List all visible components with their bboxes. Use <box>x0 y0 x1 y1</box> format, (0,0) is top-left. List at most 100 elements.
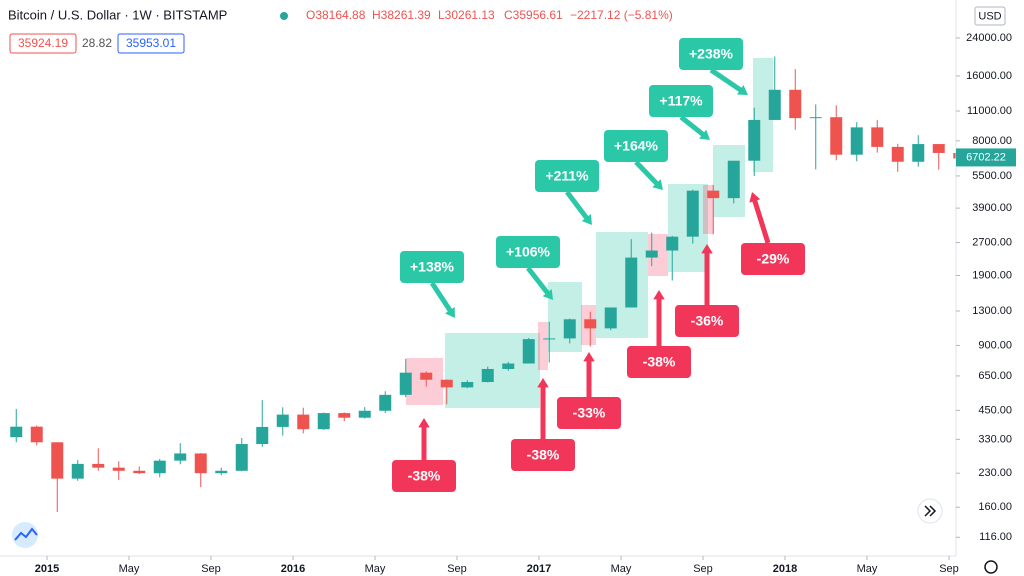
y-tick-label: 230.00 <box>978 467 1012 479</box>
last-price-box <box>956 148 1016 167</box>
rally-tag: +138% <box>410 259 455 275</box>
candle-body <box>399 372 412 395</box>
rally-arrow <box>526 266 552 297</box>
symbol-title: Bitcoin / U.S. Dollar · 1W · BITSTAMP <box>8 7 227 22</box>
x-tick-label: 2016 <box>281 563 305 575</box>
candle-body <box>338 413 351 418</box>
correction-tag-box <box>675 305 739 337</box>
candle-body <box>276 414 289 427</box>
candle-body <box>645 250 658 258</box>
rally-arrow-head <box>652 179 663 190</box>
candle-body <box>789 89 802 119</box>
currency-box[interactable] <box>974 6 1006 26</box>
candle-body <box>317 413 330 430</box>
ask-box <box>117 33 185 54</box>
y-tick-label: 5500.00 <box>972 170 1012 182</box>
rally-tag: +164% <box>614 138 659 154</box>
readout-change: −2217.12 (−5.81%) <box>570 8 673 22</box>
correction-arrow-head <box>701 244 713 254</box>
y-tick-label: 160.00 <box>978 501 1012 513</box>
y-tick-label: 650.00 <box>978 370 1012 382</box>
rally-arrow <box>565 190 591 222</box>
rally-arrow <box>429 281 454 315</box>
correction-zone <box>648 234 668 276</box>
correction-tag: -36% <box>691 313 724 329</box>
y-tick-label: 8000.00 <box>972 135 1012 147</box>
x-tick-label: May <box>119 563 140 575</box>
rally-tag-box <box>649 85 713 117</box>
y-tick-label: 3900.00 <box>972 202 1012 214</box>
rally-arrow <box>634 160 661 188</box>
candle-body <box>850 127 863 155</box>
y-tick-label: 900.00 <box>978 339 1012 351</box>
candle-body <box>625 257 638 308</box>
y-tick-label: 1900.00 <box>972 269 1012 281</box>
correction-tag: -29% <box>757 251 790 267</box>
candle-body <box>584 319 597 329</box>
candles <box>10 56 956 512</box>
correction-zone <box>703 185 713 234</box>
currency[interactable]: USD <box>978 10 1001 22</box>
candle-body <box>891 146 904 162</box>
rally-zone <box>596 232 648 338</box>
correction-tag: -38% <box>643 354 676 370</box>
candle-body <box>194 453 207 474</box>
correction-arrow-head <box>583 352 595 362</box>
last-price-label: 6702.22 <box>966 151 1006 163</box>
readout-open: O38164.88 <box>306 8 366 22</box>
candle-body <box>174 453 187 461</box>
x-tick-label: Sep <box>447 563 467 575</box>
candle-body <box>522 339 535 364</box>
candle-body <box>153 460 166 474</box>
rally-tag-box <box>496 236 560 268</box>
candle-body <box>133 470 146 474</box>
correction-tag: -38% <box>408 468 441 484</box>
correction-arrow-head <box>418 418 430 428</box>
y-tick-label: 24000.00 <box>966 32 1012 44</box>
settings-icon[interactable] <box>984 560 998 574</box>
correction-tag-box <box>511 439 575 471</box>
x-tick-label: Sep <box>939 563 959 575</box>
ask-price: 35953.01 <box>126 36 176 50</box>
price-axis-bg <box>956 0 1024 576</box>
correction-tag-box <box>741 243 805 275</box>
candle-body <box>440 379 453 388</box>
correction-arrow-head <box>653 290 665 300</box>
candle-body <box>481 368 494 383</box>
controls <box>12 498 998 574</box>
x-tick-label: 2017 <box>527 563 551 575</box>
readout-low: L30261.13 <box>438 8 495 22</box>
correction-tag-box <box>392 460 456 492</box>
candle-body <box>563 319 576 339</box>
x-tick-label: May <box>857 563 878 575</box>
rally-tag-box <box>400 251 464 283</box>
candle-body <box>666 236 679 251</box>
candle-body <box>235 444 248 471</box>
header: Bitcoin / U.S. Dollar · 1W · BITSTAMP O3… <box>8 6 1006 54</box>
y-tick-label: 1300.00 <box>972 305 1012 317</box>
x-tick-label: May <box>365 563 386 575</box>
rally-arrow <box>709 67 745 94</box>
candle-body <box>727 160 740 199</box>
candle-body <box>215 470 228 474</box>
y-tick-label: 330.00 <box>978 433 1012 445</box>
candle-body <box>768 89 781 120</box>
y-tick-label: 2700.00 <box>972 236 1012 248</box>
rally-arrow-head <box>542 289 553 300</box>
x-tick-label: 2018 <box>773 563 797 575</box>
rally-tag: +117% <box>659 93 703 109</box>
x-tick-label: 2015 <box>35 563 59 575</box>
y-tick-label: 450.00 <box>978 404 1012 416</box>
rally-arrow-head <box>581 214 592 225</box>
correction-tag-box <box>557 397 621 429</box>
readout-close: C35956.61 <box>504 8 563 22</box>
candle-body <box>358 410 371 418</box>
rally-arrow-head <box>737 84 748 95</box>
rally-zone <box>548 282 582 352</box>
rally-tag-box <box>535 160 599 192</box>
x-tick-label: May <box>611 563 632 575</box>
x-tick-label: Sep <box>201 563 221 575</box>
correction-tag: -33% <box>573 405 606 421</box>
x-tick-label: Sep <box>693 563 713 575</box>
